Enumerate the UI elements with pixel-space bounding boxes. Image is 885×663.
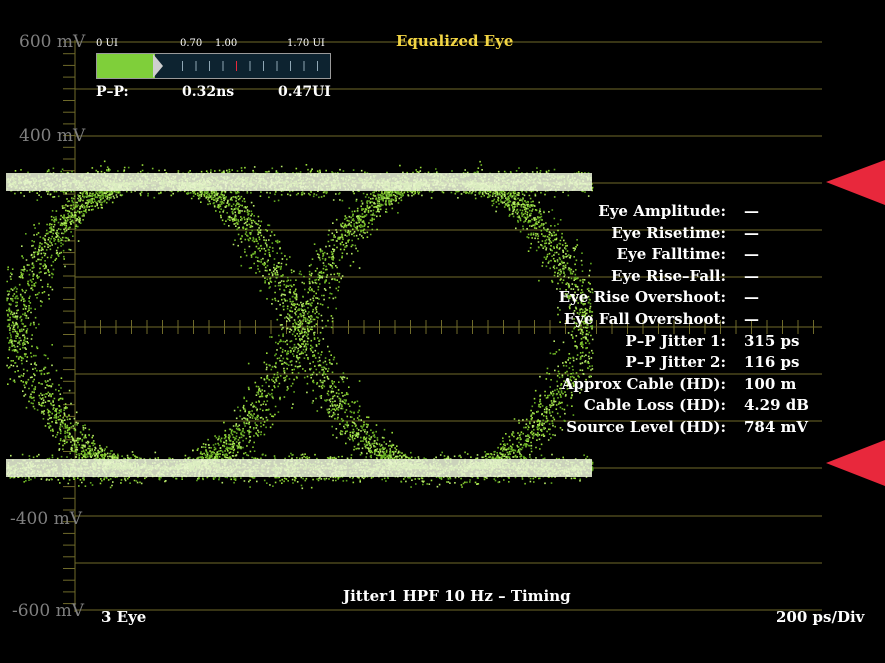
measurement-label: Eye Rise–Fall:: [610, 267, 726, 285]
meter-tick-0: 0 UI: [96, 38, 118, 49]
measurement-label: P–P Jitter 2:: [625, 353, 726, 371]
jitter-filter-label: Jitter1 HPF 10 Hz – Timing: [343, 587, 571, 605]
measurement-label: Cable Loss (HD):: [583, 396, 726, 414]
jitter-meter-pointer: [153, 54, 163, 78]
upper-level-marker: [826, 160, 885, 205]
pp-ns-value: 0.32ns: [182, 84, 235, 100]
measurement-value: 116 ps: [744, 353, 800, 371]
measurement-label: P–P Jitter 1:: [625, 332, 726, 350]
measurement-value: —: [744, 202, 759, 220]
lower-level-marker: [826, 440, 885, 486]
measurement-value: —: [744, 224, 759, 242]
pp-label: P–P:: [96, 84, 129, 100]
jitter-meter-scale: [182, 61, 318, 71]
pp-ui-value: 0.47UI: [278, 84, 331, 100]
measurement-label: Eye Amplitude:: [598, 202, 726, 220]
jitter-meter-fill: [97, 54, 155, 78]
measurement-label: Eye Rise Overshoot:: [558, 288, 726, 306]
lower-rail-core: [6, 459, 592, 477]
voltage-label-top: 600 mV: [19, 32, 86, 52]
meter-tick-1: 0.70: [180, 38, 203, 49]
measurement-value: 315 ps: [744, 332, 800, 350]
display-title: Equalized Eye: [396, 32, 514, 50]
measurement-value: 4.29 dB: [744, 396, 809, 414]
measurement-value: —: [744, 267, 759, 285]
measurement-value: —: [744, 288, 759, 306]
jitter-meter-bar: [96, 53, 331, 79]
measurement-value: 784 mV: [744, 418, 809, 436]
voltage-label-upper: 400 mV: [19, 126, 86, 146]
measurement-value: —: [744, 245, 759, 263]
input-mode-label: 3 Eye: [101, 608, 147, 626]
eye-trace-points: [6, 165, 594, 490]
meter-tick-2: 1.00: [215, 38, 238, 49]
measurement-label: Eye Falltime:: [616, 245, 726, 263]
meter-tick-3: 1.70 UI: [287, 38, 325, 49]
time-scale-label: 200 ps/Div: [776, 608, 865, 626]
measurement-label: Source Level (HD):: [566, 418, 726, 436]
measurement-value: —: [744, 310, 759, 328]
measurement-label: Eye Fall Overshoot:: [563, 310, 726, 328]
measurement-label: Approx Cable (HD):: [561, 375, 726, 393]
eye-pattern: [6, 160, 594, 490]
measurement-value: 100 m: [744, 375, 797, 393]
measurement-label: Eye Risetime:: [611, 224, 726, 242]
upper-rail-core: [6, 173, 592, 191]
voltage-label-bottom: -600 mV: [12, 601, 84, 621]
voltage-label-lower: -400 mV: [10, 509, 82, 529]
